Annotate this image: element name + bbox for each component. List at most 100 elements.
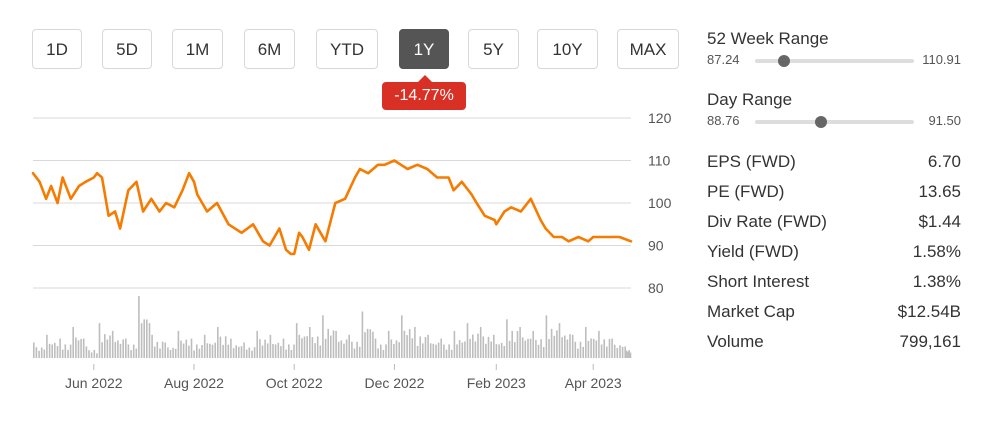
range-button-1y[interactable]: 1Y bbox=[399, 29, 449, 69]
y-tick-label: 110 bbox=[648, 153, 671, 169]
volume-bar bbox=[316, 336, 319, 358]
volume-bar bbox=[272, 344, 274, 358]
volume-bar bbox=[458, 340, 461, 358]
volume-bar bbox=[487, 336, 490, 358]
volume-bar bbox=[109, 335, 111, 358]
volume-bar bbox=[469, 338, 471, 358]
volume-bar bbox=[406, 335, 408, 358]
range-button-ytd[interactable]: YTD bbox=[316, 29, 378, 69]
volume-bar bbox=[574, 341, 577, 358]
volume-bar bbox=[387, 330, 390, 358]
volume-bar bbox=[437, 342, 440, 358]
stat-row-market-cap: Market Cap $12.54B bbox=[707, 297, 963, 327]
volume-bar bbox=[414, 327, 416, 358]
volume-bar bbox=[506, 319, 508, 359]
volume-bar bbox=[358, 346, 361, 358]
volume-bar bbox=[395, 340, 398, 358]
week-52-high: 110.91 bbox=[922, 52, 961, 67]
volume-bar bbox=[516, 331, 519, 358]
volume-bar bbox=[301, 338, 303, 358]
volume-bar bbox=[72, 327, 74, 358]
volume-bar bbox=[351, 341, 353, 358]
volume-bar bbox=[138, 296, 140, 358]
volume-bar bbox=[364, 332, 366, 358]
range-button-5y[interactable]: 5Y bbox=[468, 29, 519, 69]
volume-bar bbox=[198, 348, 201, 358]
volume-bar bbox=[608, 339, 611, 358]
volume-bar bbox=[135, 348, 138, 358]
volume-bar bbox=[214, 342, 216, 358]
volume-bar bbox=[295, 323, 298, 358]
volume-bar bbox=[564, 335, 566, 358]
volume-bar bbox=[595, 340, 598, 358]
volume-bar bbox=[429, 343, 432, 358]
volume-bar bbox=[393, 344, 395, 358]
volume-bar bbox=[227, 344, 230, 358]
volume-bar bbox=[164, 342, 166, 358]
volume-bar bbox=[571, 334, 574, 358]
volume-bar bbox=[232, 348, 235, 358]
stat-label: Div Rate (FWD) bbox=[707, 212, 827, 231]
volume-bar bbox=[156, 341, 159, 358]
stat-value: 1.38% bbox=[912, 272, 961, 291]
volume-bar bbox=[293, 344, 295, 358]
x-tick-label: Jun 2022 bbox=[65, 375, 123, 391]
range-button-5d[interactable]: 5D bbox=[102, 29, 152, 69]
volume-bar bbox=[537, 344, 540, 358]
volume-bar bbox=[245, 349, 248, 358]
x-tick-label: Apr 2023 bbox=[565, 375, 622, 391]
volume-bar bbox=[85, 346, 88, 358]
volume-bar bbox=[511, 330, 513, 358]
range-button-max[interactable]: MAX bbox=[617, 29, 679, 69]
week-52-low: 87.24 bbox=[707, 52, 740, 67]
volume-bar bbox=[332, 330, 335, 358]
volume-bar bbox=[628, 350, 630, 358]
volume-bar bbox=[408, 329, 411, 358]
volume-bar bbox=[503, 346, 506, 358]
day-range-title: Day Range bbox=[707, 90, 793, 109]
stat-value: 799,161 bbox=[899, 332, 961, 351]
range-button-10y[interactable]: 10Y bbox=[537, 29, 598, 69]
volume-bar bbox=[579, 341, 582, 358]
volume-bar bbox=[264, 339, 266, 358]
volume-bar bbox=[266, 343, 269, 358]
volume-bar bbox=[548, 339, 550, 358]
volume-bar bbox=[479, 327, 482, 358]
y-tick-label: 120 bbox=[648, 110, 672, 126]
range-button-1d[interactable]: 1D bbox=[32, 29, 82, 69]
volume-bar bbox=[553, 335, 556, 358]
volume-bar bbox=[527, 338, 529, 358]
volume-bar bbox=[472, 334, 474, 358]
volume-bar bbox=[119, 343, 122, 358]
volume-bar bbox=[403, 330, 406, 358]
volume-bar bbox=[427, 334, 429, 358]
volume-bar bbox=[577, 348, 579, 358]
volume-bar bbox=[114, 342, 117, 358]
volume-bar bbox=[51, 344, 53, 358]
volume-bar bbox=[96, 353, 98, 358]
volume-bar bbox=[432, 343, 435, 358]
volume-bar bbox=[445, 349, 448, 358]
volume-bar bbox=[80, 339, 82, 358]
volume-bar bbox=[453, 330, 456, 358]
volume-bar bbox=[209, 343, 211, 358]
range-button-6m[interactable]: 6M bbox=[244, 29, 295, 69]
volume-bar bbox=[495, 344, 498, 358]
week-52-range-marker bbox=[777, 55, 790, 67]
range-button-1m[interactable]: 1M bbox=[172, 29, 223, 69]
x-tick-label: Aug 2022 bbox=[164, 375, 224, 391]
day-high: 91.50 bbox=[928, 113, 961, 128]
week-52-range-track bbox=[755, 55, 914, 67]
volume-bar bbox=[545, 315, 548, 358]
volume-bar bbox=[238, 346, 240, 358]
volume-bar bbox=[443, 344, 445, 358]
volume-bar bbox=[419, 336, 421, 358]
volume-bar bbox=[521, 337, 524, 358]
stat-row-eps: EPS (FWD) 6.70 bbox=[707, 147, 963, 177]
volume-bar bbox=[598, 330, 600, 358]
volume-bar bbox=[508, 340, 511, 358]
volume-bar bbox=[104, 334, 106, 358]
volume-bar bbox=[82, 338, 85, 358]
volume-bar bbox=[514, 342, 516, 358]
volume-bar bbox=[251, 350, 253, 358]
